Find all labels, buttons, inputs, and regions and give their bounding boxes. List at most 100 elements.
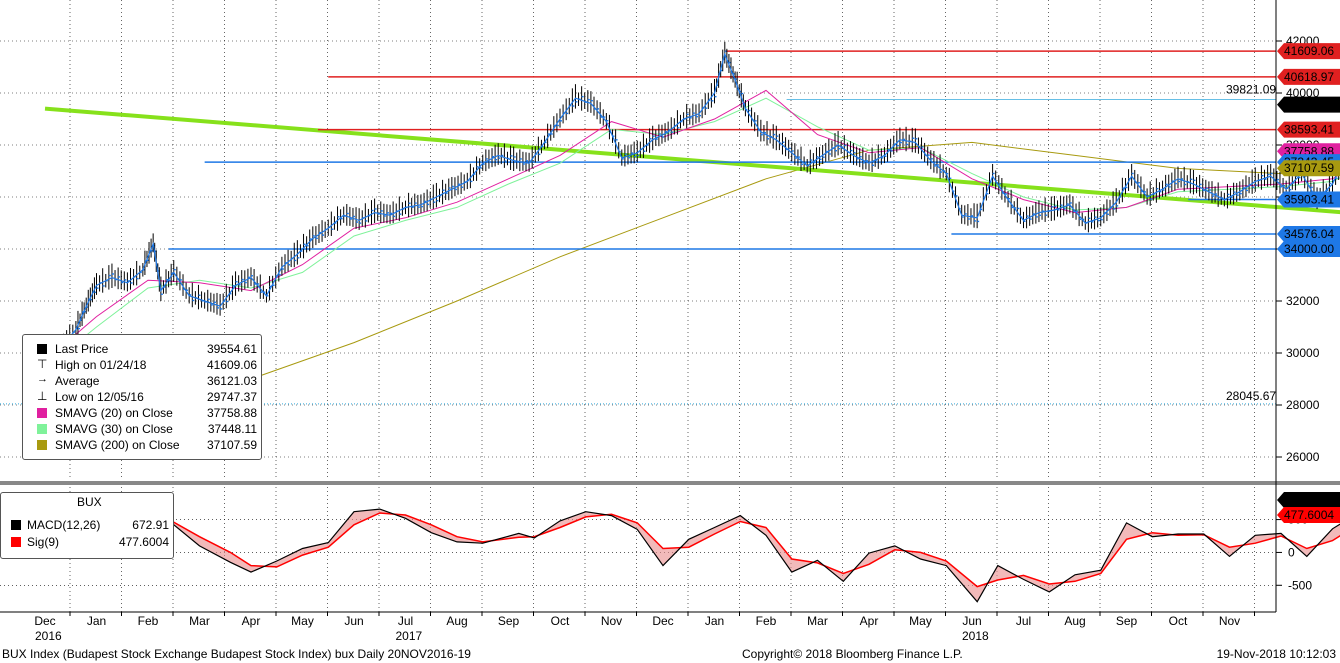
level-marker-label: 34000.00 — [1284, 242, 1334, 256]
footer: BUX Index (Budapest Stock Exchange Budap… — [0, 645, 1340, 663]
month-label: Mar — [807, 614, 828, 628]
month-label: Mar — [189, 614, 210, 628]
level-marker: 34576.04 — [1277, 226, 1340, 243]
level-marker: 35903.41 — [1277, 191, 1340, 208]
macd-legend-value: 477.6004 — [118, 535, 169, 549]
level-marker-label: 40618.97 — [1284, 70, 1334, 84]
level-marker-bg — [1277, 68, 1340, 85]
level-marker-bg — [1277, 160, 1340, 177]
level-marker-label: 38593.41 — [1284, 123, 1334, 137]
price-tick-label: 32000 — [1286, 294, 1320, 308]
sig-line — [44, 512, 1340, 588]
macd-value-label: 477.6004 — [1284, 508, 1334, 522]
level-marker: 34000.00 — [1277, 241, 1340, 257]
legend-label: High on 01/24/18 — [55, 358, 147, 372]
sma30-line — [44, 97, 1340, 369]
legend-item: ⊥ Low on 12/05/16 29747.37 — [27, 389, 257, 405]
price-tick-label: 28000 — [1286, 398, 1320, 412]
macd-panel-bg — [0, 487, 1276, 612]
footer-timestamp: 19-Nov-2018 10:12:03 — [1216, 647, 1336, 661]
month-label: Oct — [1169, 614, 1188, 628]
last-price-line — [44, 52, 1340, 353]
level-marker-bg — [1277, 43, 1340, 60]
macd-tick-label: 0 — [1288, 545, 1295, 559]
macd-legend-swatch — [11, 537, 21, 547]
macd-legend-title: BUX — [77, 495, 102, 509]
legend-value: 29747.37 — [206, 390, 257, 404]
month-label: Jan — [87, 614, 106, 628]
level-marker-label: 39554.61 — [1284, 98, 1334, 112]
legend-label: Average — [55, 374, 100, 388]
price-legend: Last Price 39554.61 ⊤ High on 01/24/18 41609… — [22, 334, 262, 460]
macd-legend-value: 672.91 — [132, 518, 169, 532]
level-marker: 37107.59 — [1277, 160, 1340, 177]
legend-item: SMAVG (200) on Close 37107.59 — [27, 437, 257, 453]
month-label: Dec — [652, 614, 673, 628]
legend-item: → Average 36121.03 — [27, 373, 257, 389]
year-label: 2016 — [35, 629, 62, 643]
legend-value: 39554.61 — [206, 342, 257, 356]
level-marker-label: 34576.04 — [1284, 227, 1334, 241]
legend-swatch — [37, 424, 47, 434]
sma200-line — [44, 141, 1340, 455]
legend-item: ⊤ High on 01/24/18 41609.06 — [27, 357, 257, 373]
month-label: Aug — [446, 614, 467, 628]
level-marker-label: 35903.41 — [1284, 193, 1334, 207]
month-label: Feb — [138, 614, 159, 628]
macd-line — [44, 508, 1340, 603]
year-label: 2017 — [396, 629, 423, 643]
low-label: 28045.67 — [1226, 389, 1276, 403]
month-label: Jul — [1016, 614, 1031, 628]
level-marker-label: 37107.59 — [1284, 161, 1334, 175]
level-marker: 41609.06 — [1277, 43, 1340, 60]
level-marker: 39554.61 — [1277, 96, 1340, 113]
price-panel: 39821.09 28045.67 — [0, 41, 1340, 455]
legend-value: 41609.06 — [206, 358, 257, 372]
axes: 2600028000300003200034000360003800040000… — [0, 0, 1340, 643]
month-label: Aug — [1064, 614, 1085, 628]
month-label: Feb — [756, 614, 777, 628]
legend-label: SMAVG (20) on Close — [55, 406, 173, 420]
level-marker-bg — [1277, 226, 1340, 243]
legend-value: 37758.88 — [206, 406, 257, 420]
month-label: Jul — [398, 614, 413, 628]
month-label: Apr — [860, 614, 879, 628]
level-marker-bg — [1277, 241, 1340, 257]
macd-legend-item: MACD(12,26) 672.91 — [3, 517, 169, 533]
legend-value: 37448.11 — [207, 422, 257, 436]
legend-label: Low on 12/05/16 — [55, 390, 144, 404]
legend-swatch: ⊤ — [37, 357, 48, 371]
level-marker: 38593.41 — [1277, 121, 1340, 138]
month-label: Apr — [242, 614, 261, 628]
year-label: 2018 — [962, 629, 989, 643]
macd-value-bg — [1277, 507, 1340, 523]
footer-security: BUX Index (Budapest Stock Exchange Budap… — [2, 647, 471, 661]
level-marker-bg — [1277, 191, 1340, 208]
legend-value: 37107.59 — [206, 438, 257, 452]
macd-legend-item: Sig(9) 477.6004 — [3, 534, 169, 550]
month-label: Sep — [1116, 614, 1138, 628]
month-label: Jun — [962, 614, 981, 628]
level-marker-label: 41609.06 — [1284, 44, 1334, 58]
month-label: Nov — [1219, 614, 1240, 628]
macd-value-label: 672.91 — [1284, 493, 1321, 507]
macd-panel — [44, 508, 1340, 603]
month-label: Dec — [34, 614, 55, 628]
macd-value-marker: 672.91 — [1277, 492, 1340, 508]
footer-copyright: Copyright© 2018 Bloomberg Finance L.P. — [742, 647, 963, 661]
legend-swatch — [37, 440, 47, 450]
month-label: Nov — [601, 614, 622, 628]
legend-label: SMAVG (30) on Close — [55, 422, 173, 436]
level-label: 39821.09 — [1226, 83, 1276, 97]
month-label: Oct — [551, 614, 570, 628]
legend-swatch: → — [37, 373, 48, 385]
legend-swatch — [37, 408, 47, 418]
legend-swatch: ⊥ — [37, 389, 48, 403]
sma20-line — [44, 89, 1340, 362]
month-label: Jan — [705, 614, 724, 628]
level-marker: 40618.97 — [1277, 68, 1340, 85]
price-tick-label: 30000 — [1286, 346, 1320, 360]
month-label: Sep — [498, 614, 520, 628]
legend-label: SMAVG (200) on Close — [55, 438, 180, 452]
